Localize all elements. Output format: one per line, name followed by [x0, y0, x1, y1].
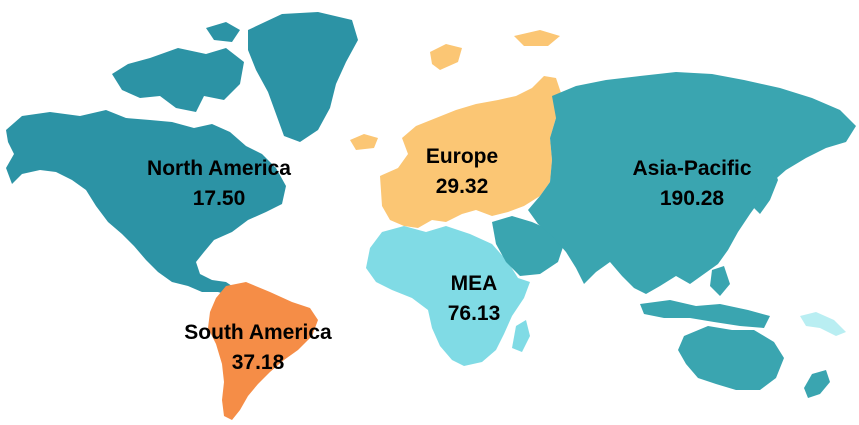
arctic-archipelago-shape — [514, 30, 560, 46]
indonesia-shape — [640, 300, 770, 328]
label-north-america: North America 17.50 — [147, 157, 291, 210]
africa-shape — [366, 226, 530, 366]
region-name-south-america: South America — [184, 321, 332, 344]
region-name-asia-pacific: Asia-Pacific — [632, 157, 751, 180]
iceland-shape — [350, 134, 378, 150]
region-value-europe: 29.32 — [436, 175, 489, 198]
region-name-north-america: North America — [147, 157, 291, 180]
philippines-shape — [710, 266, 730, 296]
north-america-mainland-shape — [6, 110, 286, 300]
region-value-south-america: 37.18 — [232, 351, 285, 374]
europe-shape — [380, 76, 562, 228]
label-asia-pacific: Asia-Pacific 190.28 — [632, 157, 751, 210]
madagascar-shape — [512, 320, 530, 352]
region-value-asia-pacific: 190.28 — [660, 187, 725, 210]
arctic-island-small-shape — [206, 22, 240, 42]
region-value-north-america: 17.50 — [193, 187, 246, 210]
region-name-europe: Europe — [426, 145, 498, 168]
svalbard-shape — [430, 44, 462, 70]
label-south-america: South America 37.18 — [184, 321, 332, 374]
label-europe: Europe 29.32 — [426, 145, 498, 198]
region-asia-pacific[interactable] — [528, 72, 856, 398]
region-name-mea: MEA — [451, 272, 498, 295]
region-europe[interactable] — [350, 30, 562, 228]
new-zealand-shape — [804, 370, 830, 398]
south-america-shape — [208, 282, 318, 420]
pacific-islands-shape — [800, 312, 846, 336]
middle-east-shape — [492, 216, 564, 276]
region-north-america[interactable] — [6, 12, 358, 300]
australia-shape — [678, 326, 784, 390]
greenland-shape — [248, 12, 358, 142]
region-value-mea: 76.13 — [448, 302, 501, 325]
region-south-america[interactable] — [208, 282, 318, 420]
asia-mainland-shape — [528, 72, 856, 294]
arctic-islands-shape — [112, 48, 244, 112]
label-mea: MEA 76.13 — [448, 272, 501, 325]
japan-shape — [752, 164, 778, 214]
region-mea[interactable] — [366, 216, 564, 366]
